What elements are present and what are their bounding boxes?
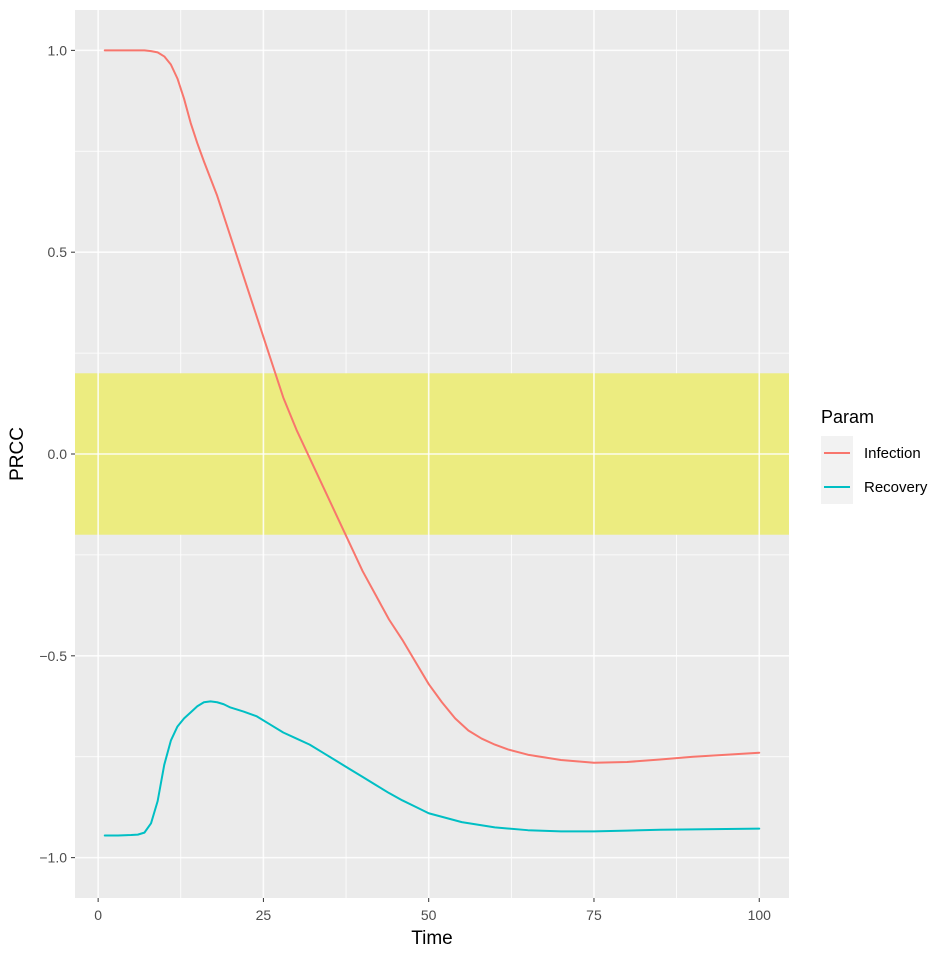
legend-label-infection: Infection bbox=[864, 445, 921, 462]
x-tick-label: 0 bbox=[94, 907, 102, 923]
y-tick-label: 1.0 bbox=[48, 42, 68, 58]
x-tick-label: 25 bbox=[256, 907, 272, 923]
x-axis: 0 25 50 75 100 bbox=[94, 898, 771, 923]
major-gridlines bbox=[75, 10, 789, 898]
x-tick-label: 50 bbox=[421, 907, 437, 923]
y-tick-label: 0.0 bbox=[48, 446, 68, 462]
legend-label-recovery: Recovery bbox=[864, 479, 928, 496]
series-line-infection bbox=[103, 49, 761, 764]
series-layer bbox=[103, 49, 761, 837]
x-tick-label: 100 bbox=[748, 907, 772, 923]
legend-title: Param bbox=[821, 407, 874, 427]
y-tick-label: −0.5 bbox=[39, 648, 67, 664]
y-tick-label: 0.5 bbox=[48, 244, 68, 260]
legend: Param Infection Recovery bbox=[821, 407, 928, 504]
x-tick-label: 75 bbox=[586, 907, 602, 923]
y-axis: −1.0 −0.5 0.0 0.5 1.0 bbox=[39, 42, 75, 866]
y-tick-label: −1.0 bbox=[39, 850, 67, 866]
x-axis-title: Time bbox=[411, 928, 453, 949]
y-axis-title: PRCC bbox=[7, 427, 28, 481]
series-line-recovery bbox=[103, 700, 761, 837]
